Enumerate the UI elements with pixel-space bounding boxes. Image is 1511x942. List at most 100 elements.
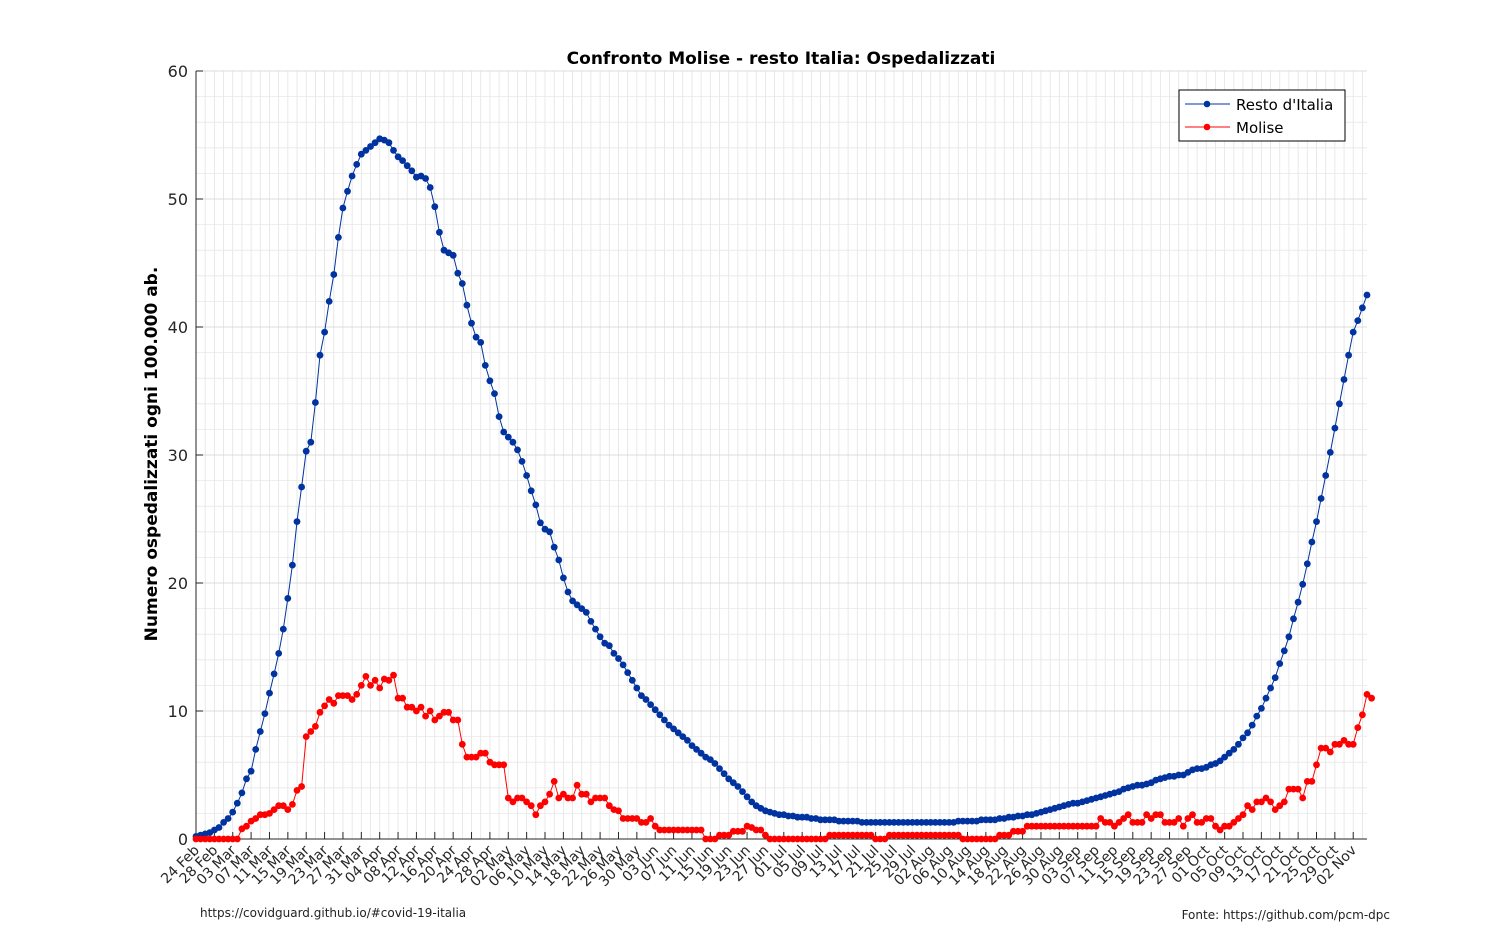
data-point <box>312 723 319 730</box>
data-point <box>1363 691 1371 698</box>
data-point <box>1147 815 1155 822</box>
data-point <box>642 696 650 703</box>
data-point <box>560 574 567 582</box>
data-point <box>1092 822 1100 830</box>
data-point <box>1354 317 1362 324</box>
data-point <box>881 835 889 843</box>
data-point <box>454 269 462 277</box>
data-point <box>270 670 278 678</box>
data-point <box>555 556 563 564</box>
data-point <box>546 790 553 798</box>
data-point <box>1267 798 1274 806</box>
data-point <box>1019 827 1026 835</box>
data-point <box>527 802 535 810</box>
data-point <box>619 661 627 669</box>
data-point <box>555 794 563 802</box>
data-point <box>1271 674 1279 682</box>
data-point <box>357 682 365 689</box>
data-point <box>1216 757 1224 765</box>
data-point <box>261 710 269 717</box>
data-point <box>1276 802 1284 810</box>
data-point <box>1106 819 1114 826</box>
data-point <box>252 746 260 753</box>
legend-label-molise: Molise <box>1236 119 1284 137</box>
data-point <box>284 806 292 813</box>
data-point <box>413 707 420 715</box>
data-point <box>270 806 278 813</box>
data-point <box>1368 694 1375 702</box>
data-point <box>504 433 512 441</box>
data-point <box>592 625 599 633</box>
data-point <box>1248 806 1256 813</box>
data-point <box>1336 400 1343 408</box>
data-point <box>426 184 434 191</box>
data-point <box>1230 819 1238 826</box>
data-point <box>266 689 273 697</box>
data-point <box>1313 518 1320 525</box>
data-point <box>1225 749 1233 757</box>
data-point <box>821 835 829 843</box>
y-tick-label: 0 <box>178 830 188 849</box>
data-point <box>279 802 287 810</box>
data-point <box>463 301 471 309</box>
data-point <box>335 234 342 241</box>
data-point <box>1285 633 1293 641</box>
data-point <box>991 835 999 843</box>
data-point <box>1230 746 1238 753</box>
data-point <box>504 794 512 802</box>
data-point <box>1349 328 1357 336</box>
y-tick-label: 10 <box>168 702 188 721</box>
data-point <box>215 824 223 831</box>
data-point <box>500 761 508 769</box>
data-point <box>348 696 356 703</box>
data-point <box>477 339 485 346</box>
data-point <box>1207 815 1215 822</box>
data-point <box>560 790 567 798</box>
data-point <box>537 802 544 810</box>
data-point <box>1244 802 1251 810</box>
legend-entry-molise: Molise <box>1185 119 1284 137</box>
data-point <box>647 815 654 822</box>
data-point <box>569 794 576 802</box>
data-point <box>362 147 370 154</box>
data-point <box>1253 712 1261 720</box>
data-point <box>1262 694 1270 702</box>
data-point <box>422 175 429 182</box>
data-point <box>1308 778 1316 785</box>
data-point <box>1124 811 1132 819</box>
data-point <box>1115 819 1123 826</box>
data-point <box>670 725 677 733</box>
data-point <box>1258 798 1265 806</box>
data-point <box>325 696 333 703</box>
data-point <box>1280 647 1288 655</box>
data-point <box>321 702 328 710</box>
data-point <box>1198 819 1206 826</box>
data-point <box>527 487 535 495</box>
data-point <box>316 351 324 359</box>
y-tick-label: 30 <box>168 446 188 465</box>
data-point <box>376 684 384 692</box>
data-point <box>243 775 250 783</box>
data-point <box>1354 724 1362 731</box>
source-url-right: Fonte: https://github.com/pcm-dpc <box>1181 908 1390 922</box>
data-point <box>367 143 374 150</box>
grid-lines <box>195 70 1367 840</box>
data-point <box>1349 740 1357 748</box>
data-point <box>426 707 434 715</box>
series-molise <box>192 671 1375 843</box>
data-point <box>495 413 503 420</box>
data-point <box>1189 811 1196 819</box>
data-point <box>385 139 393 147</box>
source-url-left: https://covidguard.github.io/#covid-19-i… <box>200 906 467 920</box>
data-point <box>289 561 296 569</box>
data-point <box>1336 740 1343 748</box>
data-point <box>220 819 228 826</box>
data-point <box>1111 822 1118 830</box>
data-point <box>422 712 429 720</box>
data-point <box>1212 822 1219 830</box>
data-point <box>578 605 586 612</box>
data-point <box>638 692 645 699</box>
data-point <box>1280 798 1288 806</box>
data-point <box>541 798 549 806</box>
